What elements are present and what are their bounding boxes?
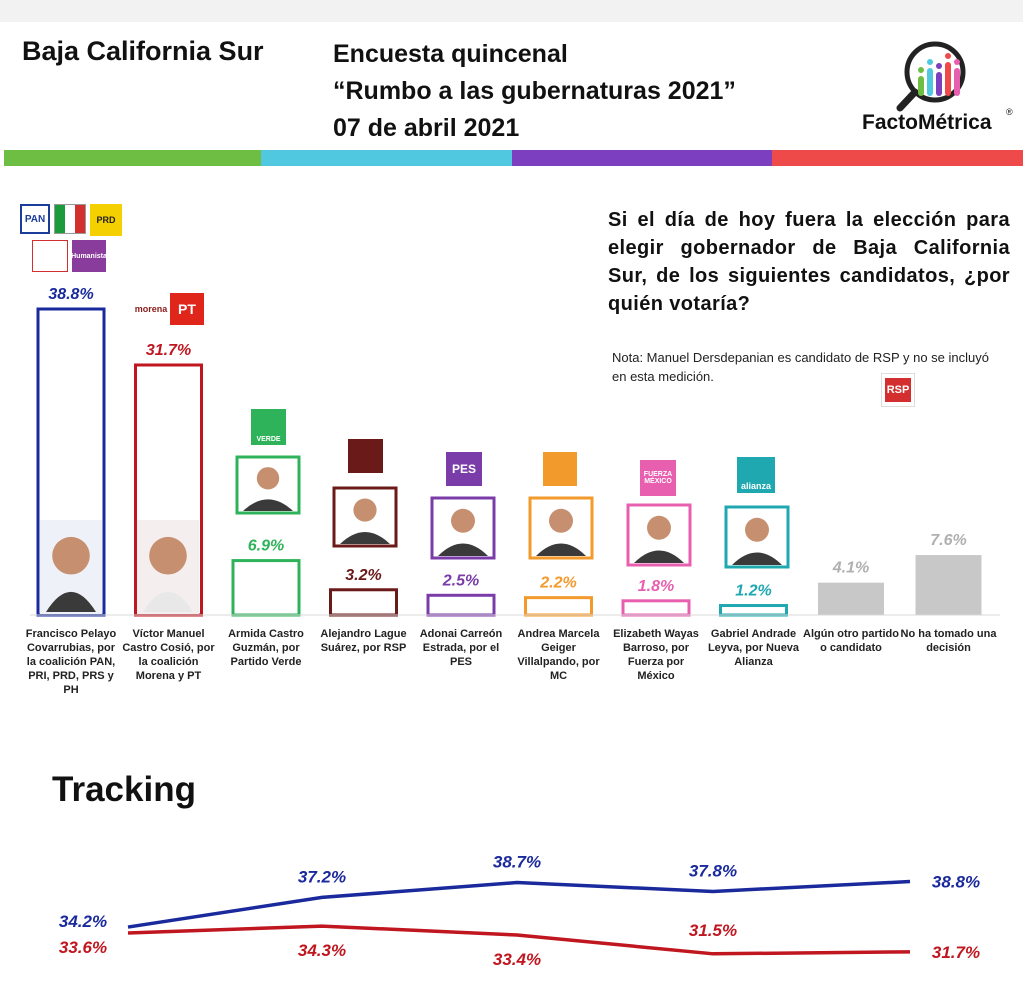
pt-logo: PT (170, 293, 204, 325)
bar-value-label-0: 38.8% (48, 286, 93, 303)
survey-line-2: “Rumbo a las gubernaturas 2021” (333, 77, 736, 105)
mc-logo (543, 452, 577, 486)
pes-logo: PES (446, 452, 482, 486)
bar-4 (426, 593, 496, 617)
candidate-face-0 (52, 536, 90, 575)
candidate-body-6 (634, 550, 684, 563)
registered-mark: ® (1006, 107, 1013, 117)
bar-value-label-8: 4.1% (832, 560, 869, 577)
tracking-label-1-0: 33.6% (59, 938, 107, 957)
alianza-logo: alianza (737, 457, 775, 493)
bar-value-label-1: 31.7% (146, 342, 191, 359)
tracking-label-1-4: 31.7% (932, 943, 980, 962)
candidate-body-1 (143, 591, 193, 612)
survey-line-1: Encuesta quincenal (333, 40, 568, 68)
bar-2 (231, 559, 301, 617)
bar-8 (818, 582, 884, 615)
survey-title: Encuesta quincenal “Rumbo a las gubernat… (333, 36, 736, 147)
candidate-label-0: Francisco Pelayo Covarrubias, por la coa… (25, 628, 117, 696)
brand-name: FactoMétrica (862, 111, 992, 134)
bar-value-label-7: 1.2% (735, 583, 771, 600)
pan-logo: PAN (20, 204, 50, 234)
rsp-logo-text: RSP (885, 378, 911, 402)
bar-7 (719, 604, 788, 617)
candidate-body-2 (243, 499, 293, 511)
bar-6 (621, 599, 691, 617)
pri-logo (54, 204, 86, 234)
bar-5 (524, 596, 593, 617)
color-stripe (4, 150, 1023, 166)
verde-logo: VERDE (251, 409, 286, 445)
rsp-small-logo (348, 439, 383, 473)
candidate-face-5 (549, 508, 573, 533)
candidate-face-2 (256, 467, 280, 490)
survey-line-3: 07 de abril 2021 (333, 114, 520, 142)
stripe-cyan (261, 150, 512, 166)
tracking-label-0-0: 34.2% (59, 912, 107, 931)
fuerza-mexico-logo: FUERZA MÉXICO (640, 460, 676, 496)
bar-value-label-3: 3.2% (345, 567, 381, 584)
candidate-body-5 (536, 543, 586, 556)
tracking-line-1 (127, 924, 911, 956)
tracking-title: Tracking (52, 770, 196, 809)
prd-logo: PRD (90, 204, 122, 236)
candidate-label-9: No ha tomado una decisión (900, 628, 997, 654)
candidate-face-4 (451, 508, 475, 533)
state-title: Baja California Sur (22, 36, 264, 66)
bar-value-label-4: 2.5% (442, 572, 479, 589)
candidate-body-0 (46, 591, 96, 612)
candidate-label-3: Alejandro Lague Suárez, por RSP (320, 628, 407, 654)
candidate-label-7: Gabriel Andrade Leyva, por Nueva Alianza (707, 628, 800, 668)
tracking-label-0-2: 38.7% (493, 853, 541, 872)
candidate-label-6: Elizabeth Wayas Barroso, por Fuerza por … (613, 628, 699, 682)
candidate-face-6 (647, 515, 671, 540)
candidate-label-4: Adonai Carreón Estrada, por el PES (419, 628, 503, 668)
survey-note: Nota: Manuel Dersdepanian es candidato d… (612, 350, 989, 384)
top-bar (0, 0, 1023, 22)
survey-question: Si el día de hoy fuera la elección para … (608, 209, 1010, 315)
candidate-label-2: Armida Castro Guzmán, por Partido Verde (228, 628, 304, 668)
tracking-label-1-3: 31.5% (689, 921, 737, 940)
candidate-body-7 (732, 552, 782, 565)
candidate-label-5: Andrea Marcela Geiger Villalpando, por M… (517, 628, 600, 682)
bar-3 (329, 588, 398, 617)
stripe-purple (512, 150, 772, 166)
bar-value-label-2: 6.9% (248, 538, 284, 555)
tracking-label-0-3: 37.8% (689, 861, 737, 880)
humanista-logo: Humanista (71, 240, 107, 272)
candidate-label-1: Víctor Manuel Castro Cosió, por la coali… (122, 628, 215, 682)
factometrica-logo (896, 41, 966, 112)
tracking-label-1-2: 33.4% (493, 950, 541, 969)
bar-9 (915, 555, 982, 615)
morena-logo: morena (134, 293, 168, 325)
bar-value-label-9: 7.6% (930, 532, 966, 549)
candidate-label-8: Algún otro partido o candidato (803, 628, 899, 654)
candidate-body-4 (438, 543, 488, 556)
bar-value-label-6: 1.8% (638, 578, 674, 595)
stripe-red (772, 150, 1023, 166)
tracking-label-0-4: 38.8% (932, 873, 980, 892)
rsp-logo: RSP (881, 373, 915, 407)
stripe-green (4, 150, 261, 166)
candidate-body-3 (340, 531, 390, 544)
candidate-face-7 (745, 517, 769, 542)
tracking-line-0 (127, 879, 911, 929)
prs-logo (32, 240, 68, 272)
tracking-label-1-1: 34.3% (298, 941, 346, 960)
bar-value-label-5: 2.2% (539, 575, 576, 592)
tracking-label-0-1: 37.2% (298, 867, 346, 886)
candidate-face-1 (149, 536, 187, 575)
candidate-face-3 (353, 498, 377, 522)
